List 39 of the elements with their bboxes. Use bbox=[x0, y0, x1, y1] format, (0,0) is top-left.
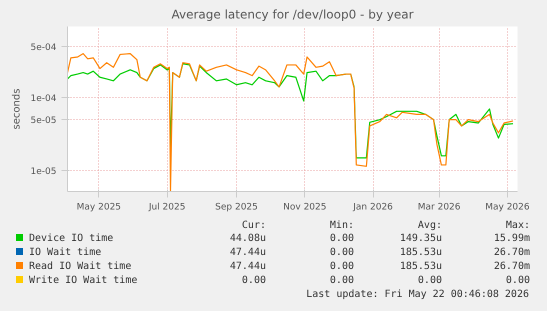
y-axis-title: seconds bbox=[12, 88, 23, 130]
x-tick-label: Jul 2025 bbox=[148, 202, 186, 212]
y-tick-label: 5e-05 bbox=[30, 116, 57, 126]
text: 0.00 bbox=[328, 260, 354, 274]
chart-title: Average latency for /dev/loop0 - by year bbox=[171, 8, 414, 22]
text: 0.00 bbox=[328, 232, 354, 246]
x-tick-label: May 2025 bbox=[76, 202, 122, 212]
y-tick-label: 1e-05 bbox=[30, 167, 57, 178]
text: 149.35u bbox=[398, 232, 442, 246]
x-tick-label: May 2026 bbox=[485, 202, 530, 212]
text: 26.70m bbox=[492, 246, 530, 260]
text: 185.53u bbox=[398, 260, 442, 274]
legend-label: IO Wait time bbox=[28, 246, 102, 260]
x-tick-label: Sep 2025 bbox=[215, 202, 258, 212]
text: 15.99m bbox=[492, 232, 530, 246]
text: 44.08u bbox=[228, 232, 266, 246]
text: Last update: Fri May 22 00:46:08 2026 bbox=[305, 288, 530, 302]
line-series bbox=[68, 53, 514, 192]
text: 0.00 bbox=[328, 246, 354, 260]
text: 0.00 bbox=[504, 274, 530, 288]
text: Min: bbox=[328, 220, 354, 232]
y-tick-label: 1e-04 bbox=[30, 94, 57, 104]
text: Max: bbox=[504, 220, 530, 232]
text: 0.00 bbox=[416, 274, 442, 288]
legend-label: Read IO Wait time bbox=[28, 260, 132, 274]
text: 47.44u bbox=[228, 246, 266, 260]
y-tick-label: 5e-04 bbox=[30, 43, 57, 54]
legend-label: Write IO Wait time bbox=[28, 274, 138, 288]
text: 47.44u bbox=[228, 260, 266, 274]
x-tick-label: Mar 2026 bbox=[418, 202, 461, 212]
x-tick-label: Nov 2025 bbox=[283, 202, 326, 212]
legend-label: Device IO time bbox=[28, 232, 114, 246]
text: 0.00 bbox=[328, 274, 354, 288]
text: 0.00 bbox=[240, 274, 266, 288]
text: 185.53u bbox=[398, 246, 442, 260]
text: Cur: bbox=[240, 220, 266, 232]
x-tick-label: Jan 2026 bbox=[352, 202, 394, 212]
text: 26.70m bbox=[492, 260, 530, 274]
text: Avg: bbox=[416, 220, 442, 232]
